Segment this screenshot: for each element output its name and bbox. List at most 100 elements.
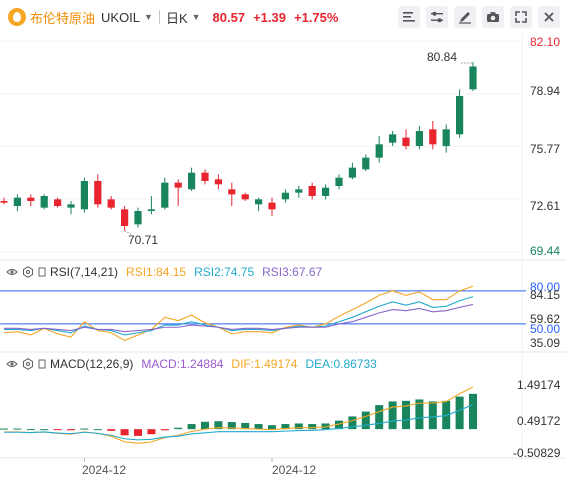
instrument-logo-icon (8, 8, 26, 26)
macd-bar (120, 429, 129, 436)
macd-bar (294, 423, 303, 430)
candle (375, 144, 383, 158)
rsi-axis-label: 35.09 (530, 336, 561, 350)
rsi-axis-label: 80.00 (530, 280, 561, 294)
rsi1-line (3, 285, 474, 342)
macd-bar (254, 424, 263, 430)
macd-bar (469, 393, 477, 430)
macd-bar (241, 422, 250, 430)
candle (241, 194, 249, 200)
rsi1-value: RSI1:84.15 (126, 265, 187, 279)
instrument-name[interactable]: 布伦特原油 (30, 10, 96, 26)
eye-icon[interactable] (6, 266, 18, 278)
candle (442, 129, 450, 146)
draw-icon[interactable] (454, 6, 476, 28)
x-axis-label: 2024-12 (272, 463, 317, 477)
chart-canvas[interactable] (0, 34, 566, 485)
macd-bar (67, 429, 75, 431)
candle (161, 182, 169, 208)
dea-value: DEA:0.86733 (305, 357, 377, 371)
macd-title: MACD(12,26,9) (50, 357, 134, 371)
price-axis-label: 75.77 (530, 142, 561, 156)
candle (362, 157, 370, 170)
macd-bar (321, 423, 330, 430)
rsi-axis-label: 84.15 (530, 288, 561, 302)
candle (67, 204, 75, 208)
toolbar-divider (158, 10, 160, 24)
x-axis-label: 2024-12 (82, 463, 127, 477)
candle (54, 199, 62, 206)
indicator-menu-icon[interactable] (38, 266, 46, 278)
candle (469, 66, 477, 90)
candle (429, 129, 437, 145)
settings-icon[interactable] (426, 6, 448, 28)
candle (228, 189, 236, 195)
rsi3-value: RSI3:67.67 (262, 265, 323, 279)
rsi3-line (4, 303, 474, 333)
macd-bar (227, 422, 236, 430)
macd-bar (160, 429, 169, 431)
macd-bar (147, 429, 156, 435)
timeframe-chevron-down-icon[interactable]: ▼ (191, 12, 201, 22)
macd-axis-label: -0.50829 (513, 446, 561, 460)
toolbar-actions (398, 6, 560, 28)
timeframe-selector[interactable]: 日K (165, 10, 188, 26)
macd-bar (187, 424, 196, 430)
dea-line (4, 404, 474, 441)
macd-bar (201, 421, 209, 430)
candle (107, 199, 115, 208)
candle (322, 187, 330, 196)
candle (281, 192, 289, 200)
macd-bar (361, 411, 370, 430)
candle (456, 96, 464, 135)
chevron-down-icon[interactable]: ▼ (144, 12, 153, 22)
macd-bar (375, 405, 384, 430)
macd-bar (107, 429, 116, 431)
rsi-header: RSI(7,14,21) RSI1:84.15 RSI2:74.75 RSI3:… (6, 264, 330, 280)
candle (402, 137, 410, 146)
macd-bar (53, 429, 62, 431)
macd-bar (308, 424, 317, 430)
candle (255, 199, 263, 205)
rsi-axis-label: 50.00 (530, 322, 561, 336)
candle (308, 186, 316, 196)
settings-gear-icon[interactable] (22, 358, 34, 370)
rsi2-value: RSI2:74.75 (194, 265, 255, 279)
low-annotation-leader (124, 230, 133, 236)
macd-axis-label: 0.49172 (517, 414, 561, 428)
candle (147, 209, 155, 211)
macd-bar (428, 401, 437, 430)
candle (214, 179, 222, 185)
fullscreen-icon[interactable] (510, 6, 532, 28)
candle (348, 167, 356, 178)
macd-bar (388, 401, 397, 430)
macd-bar (80, 428, 89, 430)
candle (94, 181, 102, 205)
candle (188, 172, 196, 190)
macd-bar (402, 400, 410, 430)
candle (295, 189, 303, 193)
candle (80, 181, 88, 210)
macd-value: MACD:1.24884 (141, 357, 224, 371)
macd-bar (174, 427, 183, 430)
dif-value: DIF:1.49174 (231, 357, 298, 371)
rsi-axis-label: 59.62 (530, 312, 561, 326)
price-axis-label: 82.10 (530, 35, 561, 49)
candle (174, 182, 182, 188)
close-icon[interactable] (538, 6, 560, 28)
eye-icon[interactable] (6, 358, 18, 370)
settings-gear-icon[interactable] (22, 266, 34, 278)
low-price-annotation: 70.71 (128, 233, 159, 247)
macd-bar (93, 429, 102, 431)
macd-bar (13, 428, 22, 430)
price-axis-label: 69.44 (530, 244, 561, 258)
macd-bar (335, 420, 343, 430)
macd-bar (455, 396, 464, 430)
last-price: 80.57 (212, 9, 246, 25)
camera-icon[interactable] (482, 6, 504, 28)
candle (13, 197, 21, 206)
chart-type-icon[interactable] (398, 6, 420, 28)
candle (201, 172, 209, 181)
instrument-code[interactable]: UKOIL (101, 9, 141, 25)
indicator-menu-icon[interactable] (38, 358, 46, 370)
